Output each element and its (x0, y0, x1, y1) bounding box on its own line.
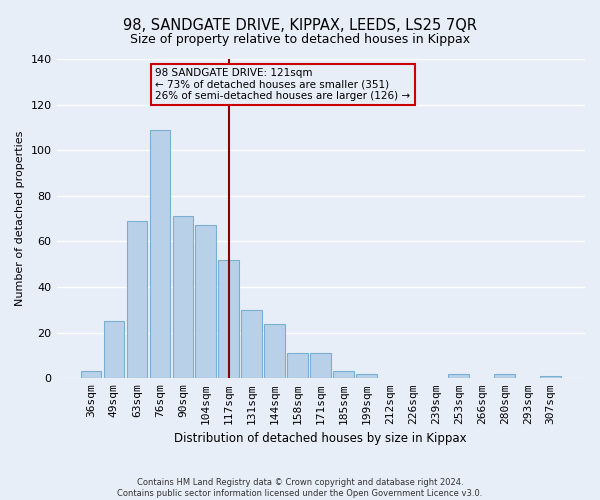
Bar (540, 376, 561, 378)
Text: 98 SANDGATE DRIVE: 121sqm
← 73% of detached houses are smaller (351)
26% of semi: 98 SANDGATE DRIVE: 121sqm ← 73% of detac… (155, 68, 410, 102)
Text: Size of property relative to detached houses in Kippax: Size of property relative to detached ho… (130, 32, 470, 46)
Bar (127, 221, 147, 378)
Bar (287, 353, 308, 378)
Bar (356, 374, 377, 378)
Bar (173, 216, 193, 378)
X-axis label: Distribution of detached houses by size in Kippax: Distribution of detached houses by size … (175, 432, 467, 445)
Y-axis label: Number of detached properties: Number of detached properties (15, 131, 25, 306)
Text: 98, SANDGATE DRIVE, KIPPAX, LEEDS, LS25 7QR: 98, SANDGATE DRIVE, KIPPAX, LEEDS, LS25 … (123, 18, 477, 32)
Bar (218, 260, 239, 378)
Text: Contains HM Land Registry data © Crown copyright and database right 2024.
Contai: Contains HM Land Registry data © Crown c… (118, 478, 482, 498)
Bar (310, 353, 331, 378)
Bar (241, 310, 262, 378)
Bar (104, 322, 124, 378)
Bar (448, 374, 469, 378)
Bar (80, 372, 101, 378)
Bar (149, 130, 170, 378)
Bar (265, 324, 285, 378)
Bar (494, 374, 515, 378)
Bar (196, 226, 216, 378)
Bar (334, 372, 354, 378)
